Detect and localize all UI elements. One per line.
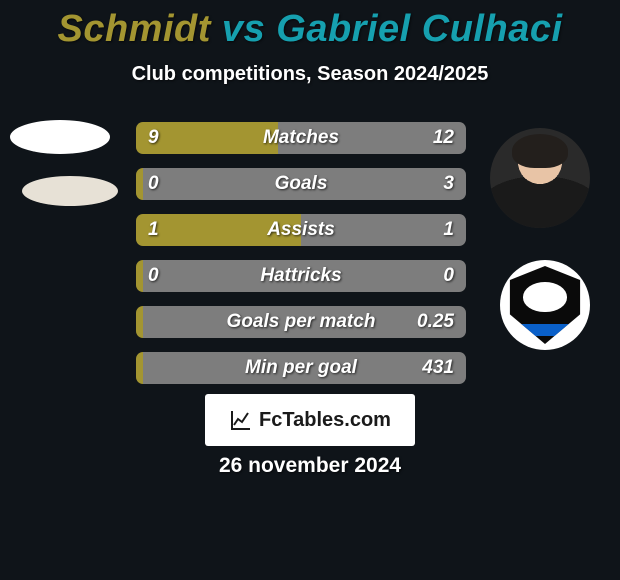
stat-row: Goals per match0.25 xyxy=(136,306,466,338)
bar-right-segment xyxy=(143,260,466,292)
stat-value-left: 1 xyxy=(148,214,159,246)
stat-value-left: 0 xyxy=(148,260,159,292)
stat-row: Hattricks00 xyxy=(136,260,466,292)
title-vs: vs xyxy=(211,8,276,50)
stat-value-right: 0 xyxy=(443,260,454,292)
fctables-logo: FcTables.com xyxy=(205,394,415,446)
bar-left-segment xyxy=(136,352,143,384)
left-player-avatar-placeholder xyxy=(10,120,110,154)
date: 26 november 2024 xyxy=(0,454,620,478)
stat-rows: Matches912Goals03Assists11Hattricks00Goa… xyxy=(136,122,466,398)
stat-value-right: 1 xyxy=(443,214,454,246)
title-left-player: Schmidt xyxy=(57,8,210,50)
subtitle: Club competitions, Season 2024/2025 xyxy=(0,63,620,86)
bar-left-segment xyxy=(136,168,143,200)
comparison-infographic: Schmidt vs Gabriel Culhaci Club competit… xyxy=(0,0,620,580)
crest-shield xyxy=(506,266,584,344)
title-right-player: Gabriel Culhaci xyxy=(276,8,562,50)
stat-row: Matches912 xyxy=(136,122,466,154)
logo-text: FcTables.com xyxy=(259,409,391,432)
stat-row: Min per goal431 xyxy=(136,352,466,384)
stat-value-left: 0 xyxy=(148,168,159,200)
stat-value-right: 431 xyxy=(422,352,454,384)
bar-right-segment xyxy=(143,168,466,200)
crest-band xyxy=(506,324,584,336)
stat-row: Assists11 xyxy=(136,214,466,246)
bar-left-segment xyxy=(136,260,143,292)
left-club-crest-placeholder xyxy=(22,176,118,206)
stat-value-left: 9 xyxy=(148,122,159,154)
stat-value-right: 0.25 xyxy=(417,306,454,338)
stat-value-right: 12 xyxy=(433,122,454,154)
stat-row: Goals03 xyxy=(136,168,466,200)
bar-left-segment xyxy=(136,306,143,338)
title: Schmidt vs Gabriel Culhaci xyxy=(0,0,620,51)
bar-right-segment xyxy=(301,214,466,246)
right-player-avatar xyxy=(490,128,590,228)
chart-icon xyxy=(229,408,253,432)
right-club-crest xyxy=(500,260,590,350)
bar-left-segment xyxy=(136,214,301,246)
bar-right-segment xyxy=(143,352,466,384)
stat-value-right: 3 xyxy=(443,168,454,200)
